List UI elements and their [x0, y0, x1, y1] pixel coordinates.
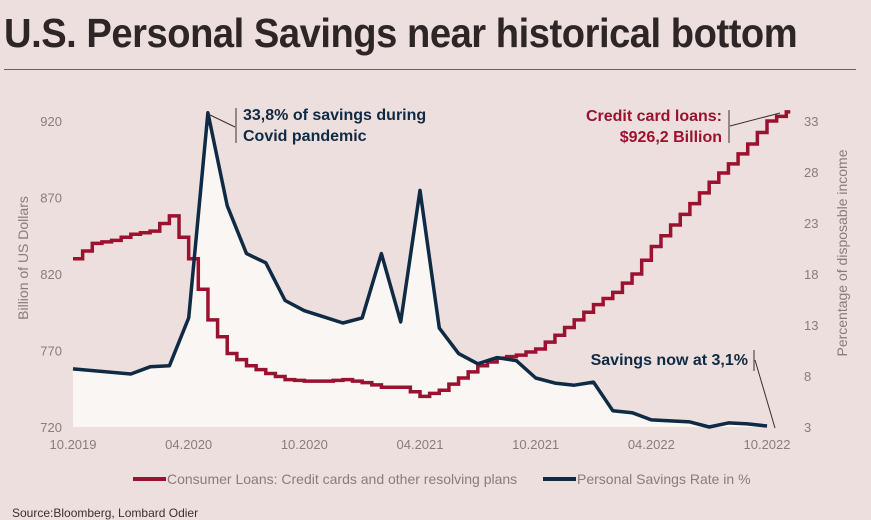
annotation-leader	[755, 360, 775, 428]
x-tick: 10.2020	[281, 437, 328, 452]
y-tick-right: 33	[804, 114, 818, 129]
y-tick-right: 3	[804, 420, 811, 435]
x-tick: 04.2021	[397, 437, 444, 452]
x-tick: 04.2022	[628, 437, 675, 452]
legend-label-savings: Personal Savings Rate in %	[577, 471, 751, 487]
annotation-covid-line2: Covid pandemic	[243, 128, 367, 145]
y-tick-left: 770	[40, 344, 62, 359]
y-tick-left: 720	[40, 420, 62, 435]
y-axis-left-label: Billion of US Dollars	[15, 196, 31, 320]
annotation-savings-now: Savings now at 3,1%	[591, 352, 748, 369]
y-tick-right: 18	[804, 267, 818, 282]
savings-area-fill	[73, 113, 767, 427]
annotation-credit-line1: Credit card loans:	[586, 108, 722, 125]
y-tick-left: 920	[40, 114, 62, 129]
x-tick: 04.2020	[165, 437, 212, 452]
x-tick: 10.2022	[744, 437, 791, 452]
x-tick: 10.2019	[50, 437, 97, 452]
y-tick-right: 8	[804, 369, 811, 384]
y-tick-left: 820	[40, 267, 62, 282]
annotation-credit-line2: $926,2 Billion	[620, 129, 722, 146]
source-note: Source:Bloomberg, Lombard Odier	[12, 506, 198, 520]
y-tick-right: 23	[804, 216, 818, 231]
annotation-covid-line1: 33,8% of savings during	[243, 107, 426, 124]
legend-label-credit: Consumer Loans: Credit cards and other r…	[167, 471, 517, 487]
y-tick-right: 13	[804, 318, 818, 333]
y-tick-right: 28	[804, 165, 818, 180]
y-axis-right-label: Percentage of disposable income	[834, 149, 850, 356]
x-tick: 10.2021	[512, 437, 559, 452]
y-tick-left: 870	[40, 191, 62, 206]
